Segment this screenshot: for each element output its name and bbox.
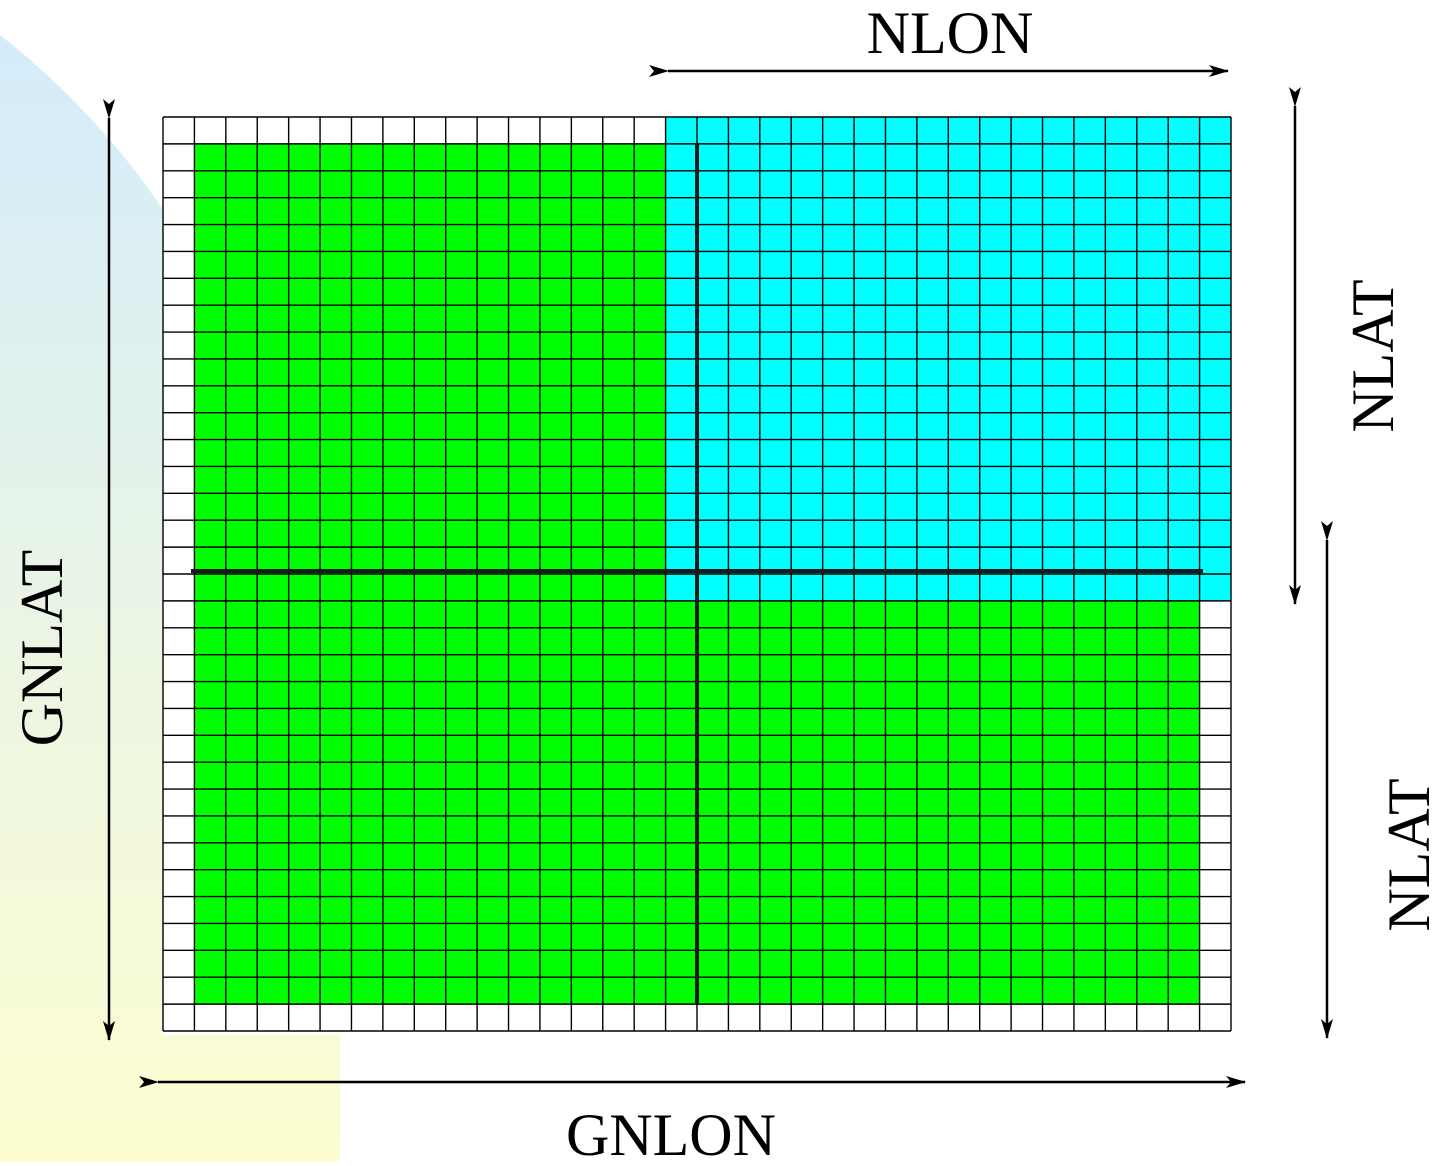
gnlat-label: GNLAT xyxy=(9,550,75,747)
nlat-lower-label: NLAT xyxy=(1376,778,1439,931)
nlon-label: NLON xyxy=(867,0,1034,66)
nlat-upper-label: NLAT xyxy=(1340,279,1406,432)
background-arc xyxy=(0,35,340,1161)
gnlon-label: GNLON xyxy=(566,1102,776,1161)
